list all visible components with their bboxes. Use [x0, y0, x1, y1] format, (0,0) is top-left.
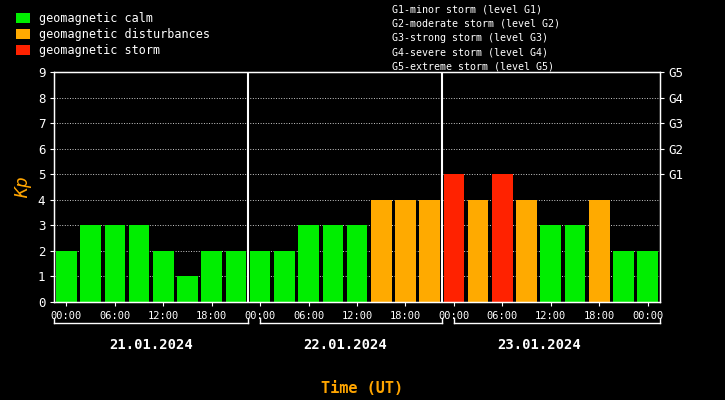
Bar [565, 225, 585, 302]
Bar [80, 225, 101, 302]
Bar [129, 225, 149, 302]
Bar [468, 200, 489, 302]
Text: 23.01.2024: 23.01.2024 [497, 338, 581, 352]
Bar [274, 251, 294, 302]
Bar [225, 251, 246, 302]
Bar [516, 200, 536, 302]
Bar [371, 200, 392, 302]
Text: 21.01.2024: 21.01.2024 [109, 338, 193, 352]
Bar [104, 225, 125, 302]
Bar [202, 251, 222, 302]
Y-axis label: Kp: Kp [14, 176, 33, 198]
Bar [395, 200, 415, 302]
Bar [153, 251, 173, 302]
Bar [347, 225, 368, 302]
Bar [613, 251, 634, 302]
Bar [444, 174, 464, 302]
Legend: geomagnetic calm, geomagnetic disturbances, geomagnetic storm: geomagnetic calm, geomagnetic disturbanc… [13, 10, 212, 60]
Text: G1-minor storm (level G1)
G2-moderate storm (level G2)
G3-strong storm (level G3: G1-minor storm (level G1) G2-moderate st… [392, 4, 560, 72]
Bar [420, 200, 440, 302]
Bar [589, 200, 610, 302]
Text: Time (UT): Time (UT) [321, 381, 404, 396]
Bar [299, 225, 319, 302]
Text: 22.01.2024: 22.01.2024 [303, 338, 387, 352]
Bar [637, 251, 658, 302]
Bar [492, 174, 513, 302]
Bar [541, 225, 561, 302]
Bar [250, 251, 270, 302]
Bar [178, 276, 198, 302]
Bar [323, 225, 343, 302]
Bar [57, 251, 77, 302]
